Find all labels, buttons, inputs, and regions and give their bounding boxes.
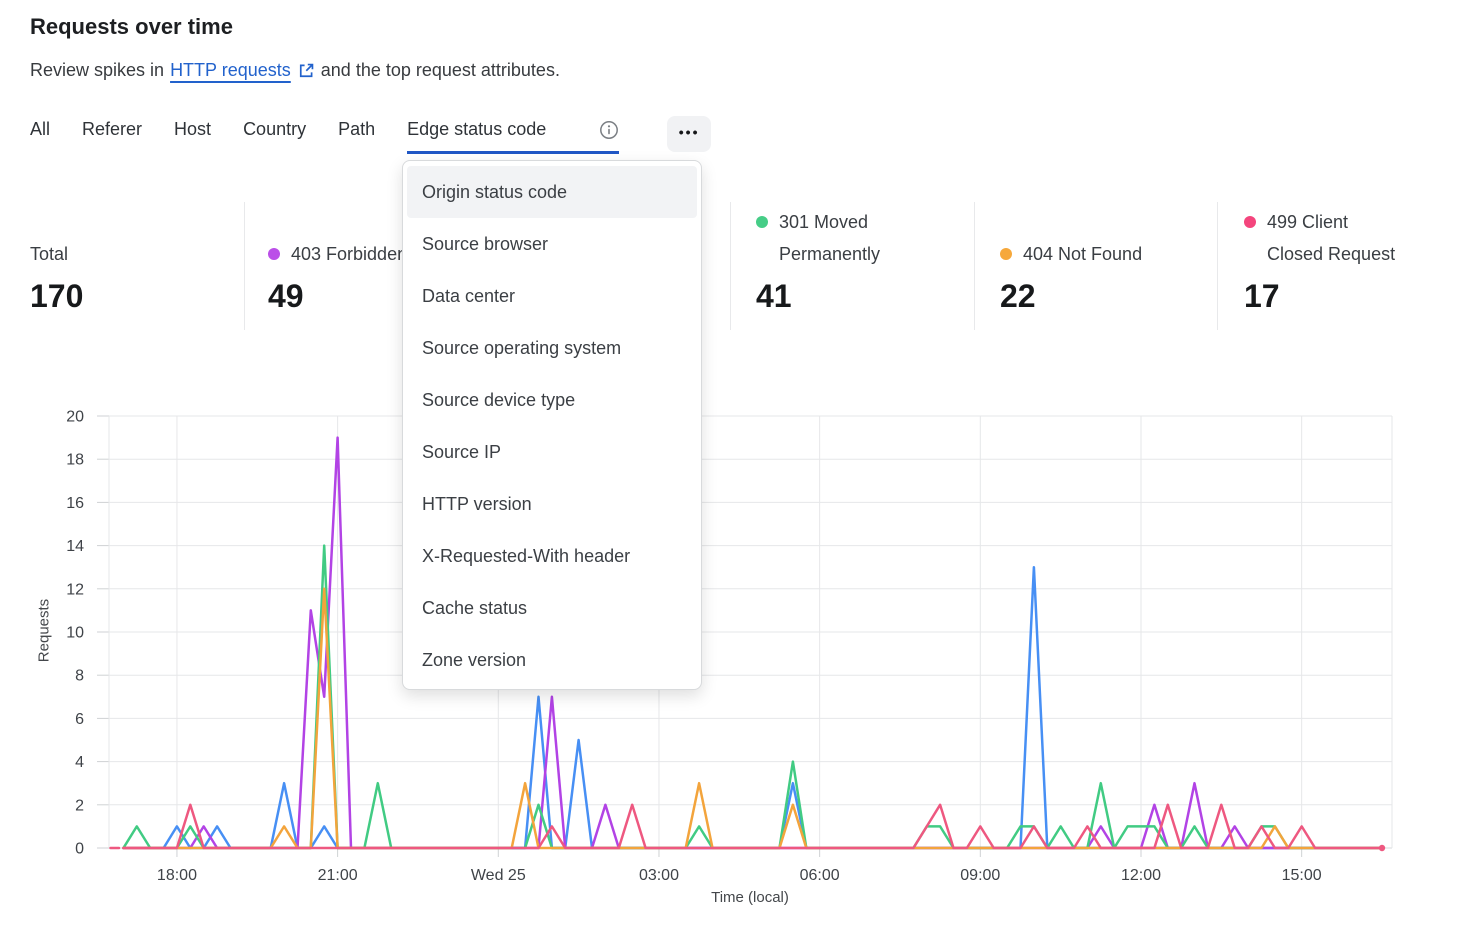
- chart-grid: 0 2 4 6 8 10 12 14 16 18 20 18:00 21:00 Wed 25 03:00 06…: [66, 409, 1393, 884]
- y-tick-label: 2: [75, 797, 84, 814]
- y-tick-label: 16: [66, 495, 84, 512]
- y-tick-label: 10: [66, 625, 84, 642]
- stat-value: 49: [268, 278, 304, 314]
- stat-dot: [1244, 216, 1256, 228]
- menu-item-label: Zone version: [422, 649, 527, 670]
- menu-item-x-requested-with-header[interactable]: X-Requested-With header: [407, 530, 697, 582]
- menu-item-label: Cache status: [422, 597, 528, 618]
- tab-all[interactable]: All: [30, 114, 50, 154]
- x-tick-label: 21:00: [318, 867, 358, 884]
- menu-item-origin-status-code[interactable]: Origin status code: [407, 166, 697, 218]
- tab-label: Path: [338, 119, 376, 139]
- menu-item-label: Data center: [422, 285, 516, 306]
- menu-item-source-device-type[interactable]: Source device type: [407, 374, 697, 426]
- subtitle: Review spikes in HTTP requests and the t…: [30, 60, 560, 81]
- tab-label: Country: [243, 119, 307, 139]
- y-tick-label: 0: [75, 841, 84, 858]
- menu-item-source-browser[interactable]: Source browser: [407, 218, 697, 270]
- tab-label: All: [30, 119, 51, 139]
- stat-divider: [244, 202, 245, 330]
- x-tick-label: 12:00: [1121, 867, 1161, 884]
- tab-path[interactable]: Path: [338, 114, 375, 154]
- subtitle-prefix: Review spikes in: [30, 60, 165, 80]
- menu-item-source-operating-system[interactable]: Source operating system: [407, 322, 697, 374]
- series-line-pink: [109, 803, 1386, 852]
- tab-label: Edge status code: [407, 119, 547, 139]
- tab-edge-status-code[interactable]: Edge status code: [407, 114, 620, 154]
- menu-item-label: Source browser: [422, 233, 549, 254]
- stat-label: 403 Forbidden: [291, 244, 408, 264]
- stat-label: Total: [30, 244, 69, 264]
- tab-label: Host: [174, 119, 212, 139]
- y-tick-label: 18: [66, 452, 84, 469]
- subtitle-suffix: and the top request attributes.: [320, 60, 560, 80]
- series-line-purple: [122, 436, 1384, 850]
- menu-item-http-version[interactable]: HTTP version: [407, 478, 697, 530]
- menu-item-label: Origin status code: [422, 181, 568, 202]
- menu-item-label: Source device type: [422, 389, 576, 410]
- page-title: Requests over time: [30, 14, 233, 39]
- more-attributes-button[interactable]: •••: [667, 116, 712, 152]
- stat-divider: [1217, 202, 1218, 330]
- stat-value: 22: [1000, 278, 1036, 314]
- x-tick-label: 09:00: [960, 867, 1000, 884]
- stat-404-not-found: 404 Not Found 22: [1000, 198, 1230, 315]
- x-tick-label: Wed 25: [471, 867, 526, 884]
- y-tick-label: 20: [66, 409, 84, 426]
- menu-item-cache-status[interactable]: Cache status: [407, 582, 697, 634]
- stat-label: 499 Client Closed Request: [1267, 212, 1396, 264]
- y-tick-label: 6: [75, 711, 84, 728]
- y-tick-label: 4: [75, 754, 84, 771]
- stat-value: 41: [756, 278, 792, 314]
- stat-dot: [1000, 248, 1012, 260]
- stat-dot: [756, 216, 768, 228]
- external-link-icon: [299, 63, 314, 78]
- menu-item-data-center[interactable]: Data center: [407, 270, 697, 322]
- attribute-dropdown-menu: Origin status code Source browser Data cen…: [402, 160, 702, 690]
- menu-item-label: X-Requested-With header: [422, 545, 631, 566]
- tab-referer[interactable]: Referer: [82, 114, 142, 154]
- y-tick-label: 14: [66, 538, 84, 555]
- menu-item-label: Source IP: [422, 441, 502, 462]
- menu-item-label: Source operating system: [422, 337, 622, 358]
- http-requests-link[interactable]: HTTP requests: [170, 60, 315, 81]
- stat-label: 404 Not Found: [1023, 244, 1143, 264]
- tab-country[interactable]: Country: [243, 114, 306, 154]
- stat-499-client-closed-request: 499 Client Closed Request 17: [1244, 198, 1458, 315]
- link-label: HTTP requests: [170, 60, 291, 80]
- menu-item-label: HTTP version: [422, 493, 532, 514]
- stat-301-moved-permanently: 301 Moved Permanently 41: [756, 198, 986, 315]
- tab-host[interactable]: Host: [174, 114, 211, 154]
- stat-value: 17: [1244, 278, 1280, 314]
- x-tick-label: 18:00: [157, 867, 197, 884]
- stat-total: Total 170: [30, 198, 260, 315]
- stat-divider: [974, 202, 975, 330]
- stat-dot: [268, 248, 280, 260]
- y-tick-label: 12: [66, 581, 84, 598]
- tab-label: Referer: [82, 119, 143, 139]
- menu-item-zone-version[interactable]: Zone version: [407, 634, 697, 686]
- info-icon[interactable]: [599, 120, 619, 140]
- stat-403-forbidden: 403 Forbidden 49: [268, 198, 498, 315]
- stat-label: 301 Moved Permanently: [779, 212, 881, 264]
- x-tick-label: 03:00: [639, 867, 679, 884]
- x-tick-label: 15:00: [1282, 867, 1322, 884]
- stat-value: 170: [30, 278, 84, 314]
- y-axis-title: Requests: [35, 598, 53, 663]
- x-tick-label: 06:00: [800, 867, 840, 884]
- stat-divider: [730, 202, 731, 330]
- menu-item-source-ip[interactable]: Source IP: [407, 426, 697, 478]
- tab-bar: All Referer Host Country Path Edge status cod…: [30, 114, 712, 154]
- y-tick-label: 8: [75, 668, 84, 685]
- x-axis-title: Time (local): [711, 889, 789, 906]
